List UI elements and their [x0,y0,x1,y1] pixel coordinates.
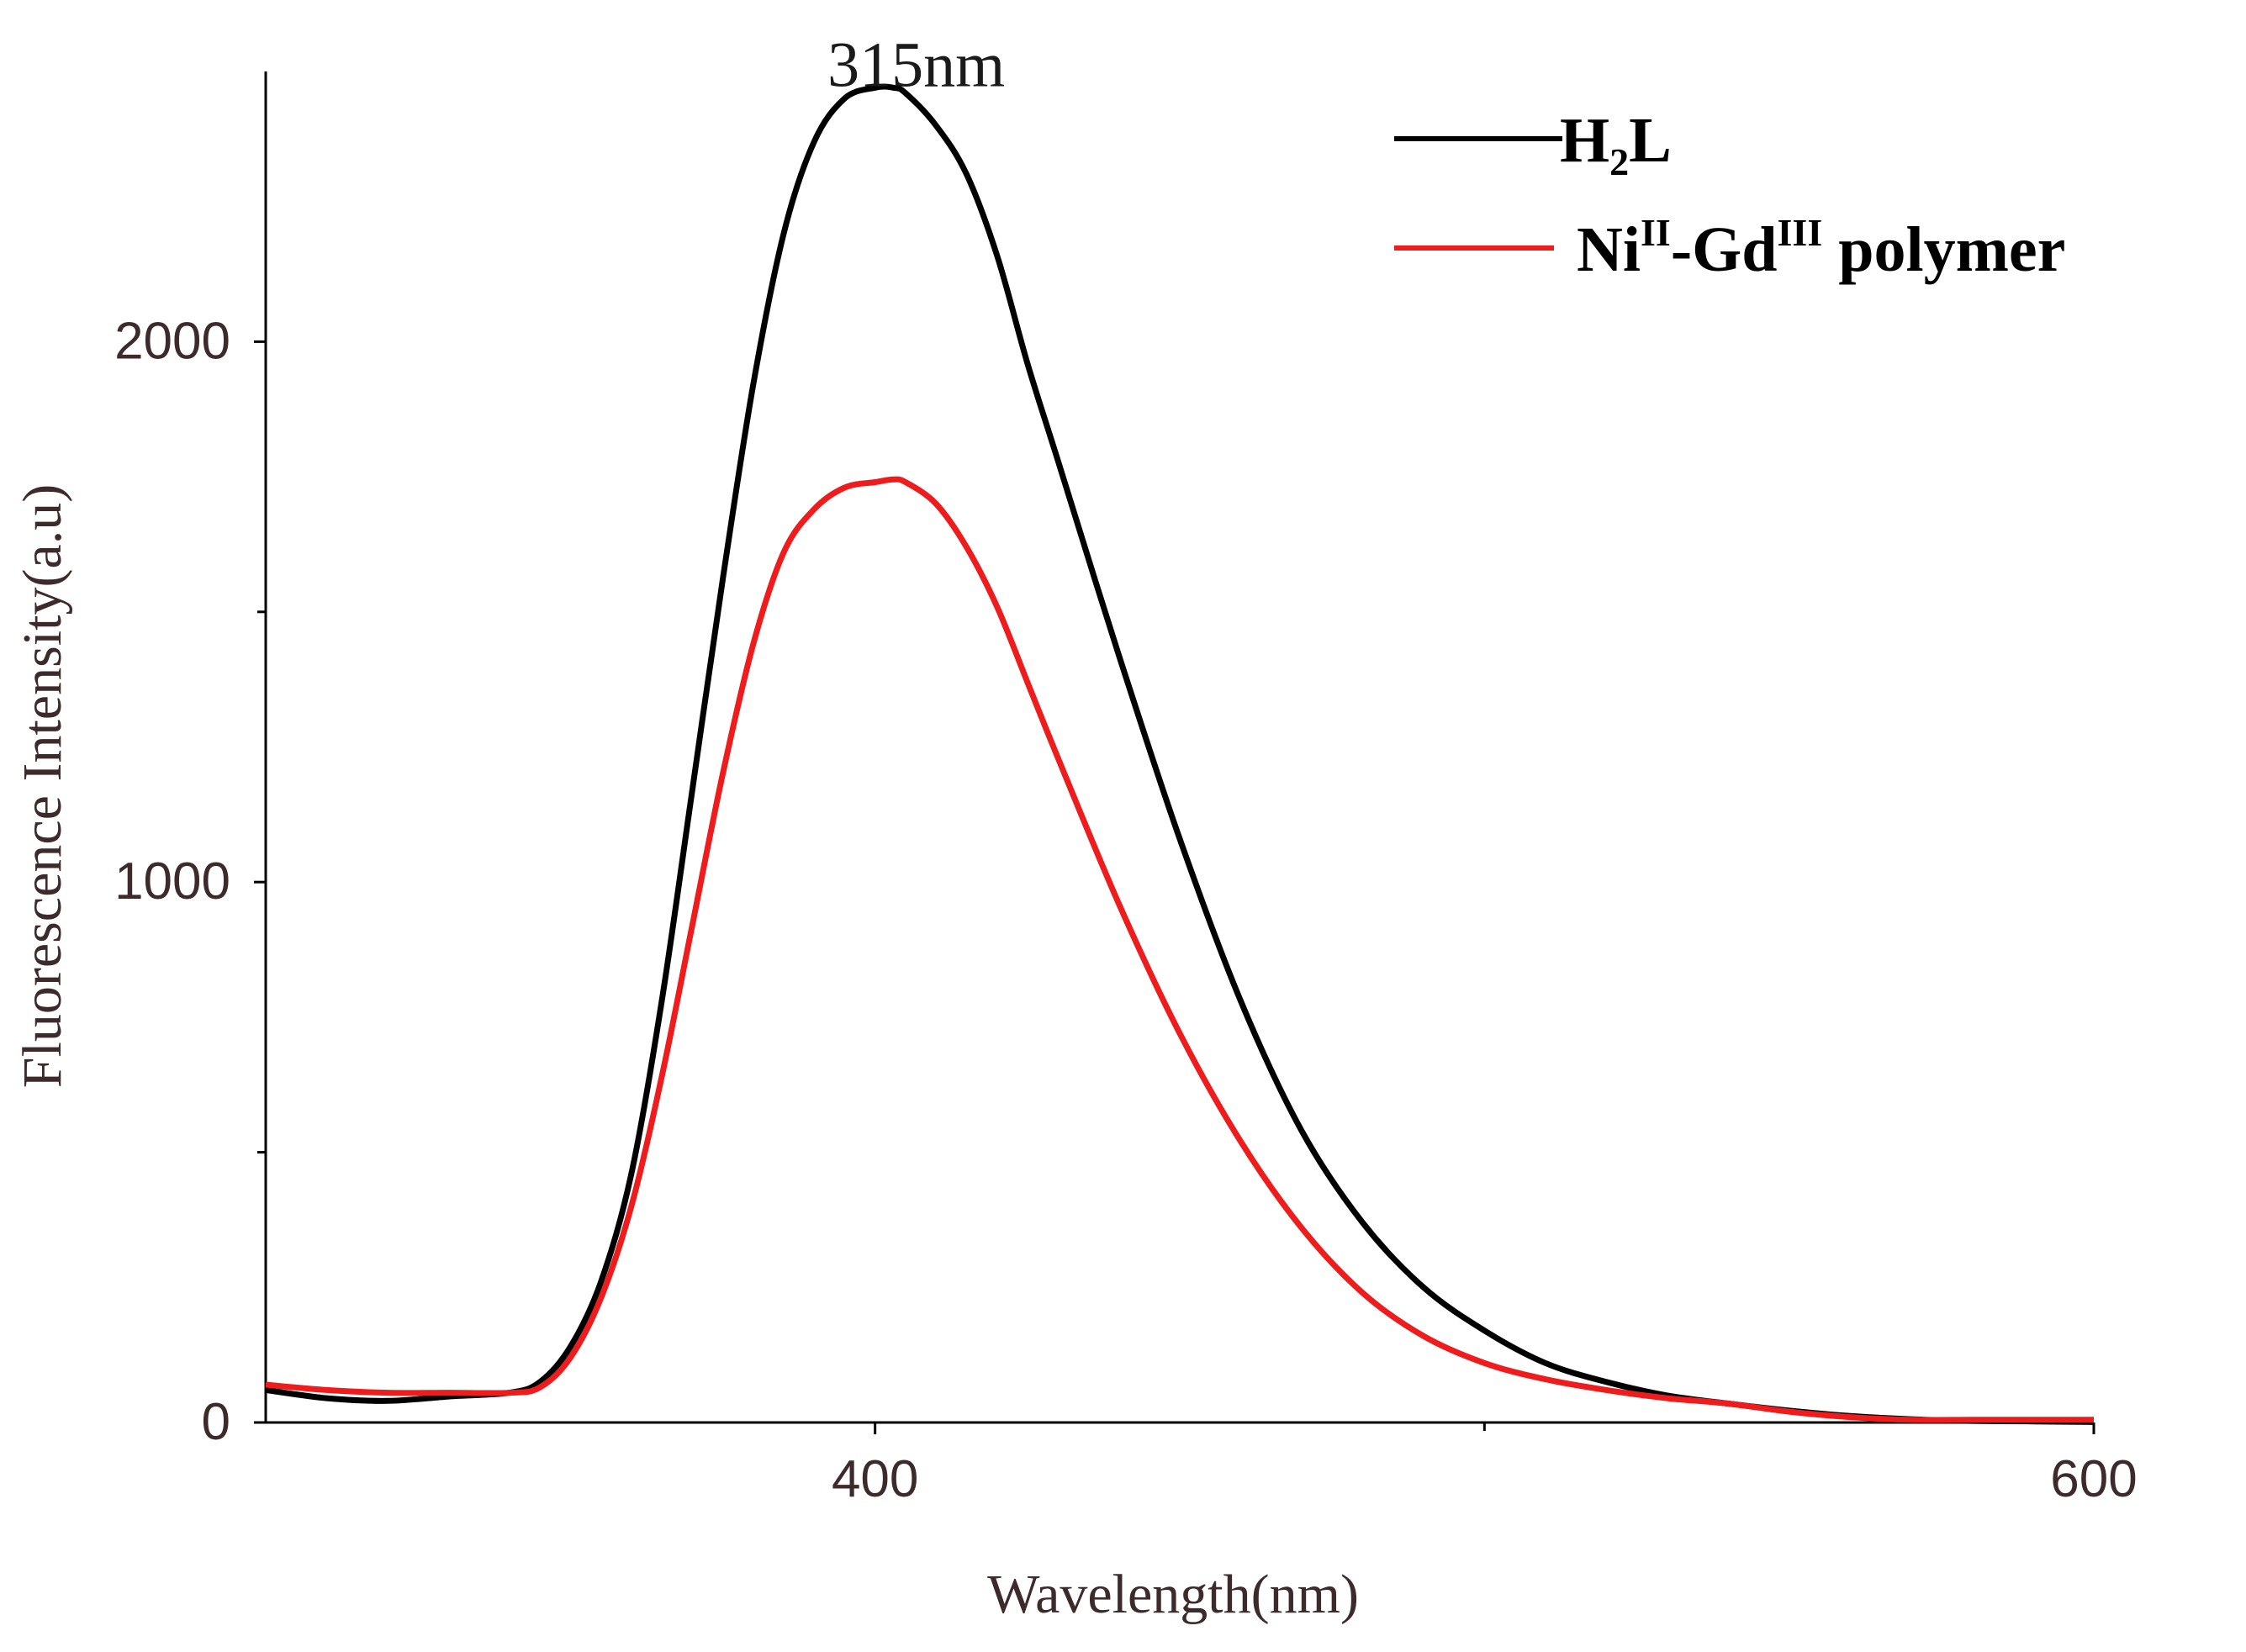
x-tick-label: 600 [2050,1450,2137,1508]
y-tick-label: 0 [202,1393,230,1451]
series-line-h2l [265,83,2095,1425]
y-axis-title: Fluorescence Intensity(a.u) [12,484,73,1088]
y-tick-label: 1000 [114,852,230,910]
series-line-ni-gd-polymer [265,476,2094,1423]
y-tick-label: 2000 [114,312,230,370]
series-layer [265,83,2095,1425]
legend-label-ni-gd-polymer: NiII-GdIII polymer [1577,211,2065,285]
x-axis-title: Wavelength(nm) [987,1564,1359,1625]
axes: 400 600 0 1000 2000 [114,71,2138,1508]
legend-label-h2l: H2L [1560,105,1672,183]
x-tick-label: 400 [832,1450,918,1508]
legend: H2L NiII-GdIII polymer [1394,105,2065,285]
peak-annotation: 315nm [827,29,1005,100]
